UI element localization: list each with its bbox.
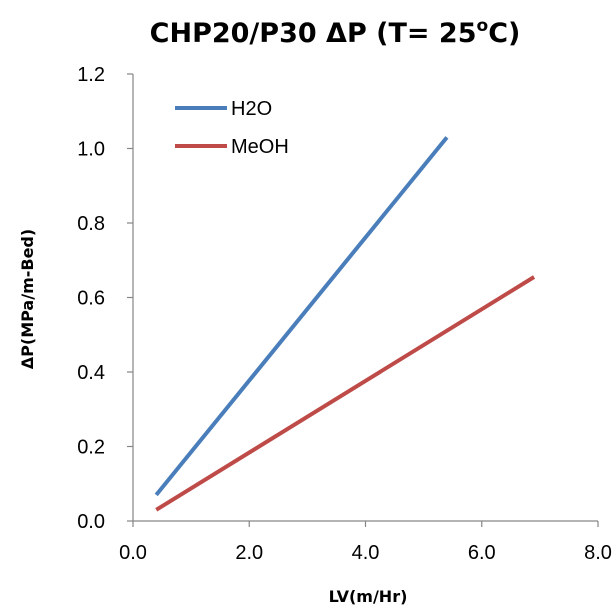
y-tick-label: 1.2 [77,64,105,86]
series-line-meoh [155,275,536,512]
y-tick-label: 0.2 [77,437,105,459]
y-tick-label: 0.8 [77,213,105,235]
y-tick-label: 0.4 [77,362,105,384]
legend-label-h2o: H2O [231,98,272,120]
series-line-h2o [154,136,449,497]
x-tick-label: 0.0 [119,542,147,564]
legend-label-meoh: MeOH [231,136,289,158]
chart-title-superscript: o [477,16,489,36]
chart-title-suffix: C) [488,18,520,49]
x-tick-label: 4.0 [352,542,380,564]
x-axis-ticks: 0.0 2.0 4.0 6.0 8.0 [119,521,612,564]
series-lines [154,136,536,512]
y-tick-label: 1.0 [77,139,105,161]
axes [132,74,598,522]
legend: H2O MeOH [175,98,289,158]
chart-title-main: CHP20/P30 ΔP (T= 25 [150,18,477,49]
x-tick-label: 2.0 [235,542,263,564]
x-axis-label: LV(m/Hr) [329,587,408,606]
y-axis-label: ΔP(MPa/m-Bed) [18,229,37,369]
y-tick-label: 0.6 [77,288,105,310]
x-tick-label: 6.0 [468,542,496,564]
y-tick-label: 0.0 [77,511,105,533]
chart-title: CHP20/P30 ΔP (T= 25oC) [150,16,521,49]
y-axis-ticks: 0.0 0.2 0.4 0.6 0.8 1.0 1.2 [77,64,133,533]
x-tick-label: 8.0 [584,542,612,564]
